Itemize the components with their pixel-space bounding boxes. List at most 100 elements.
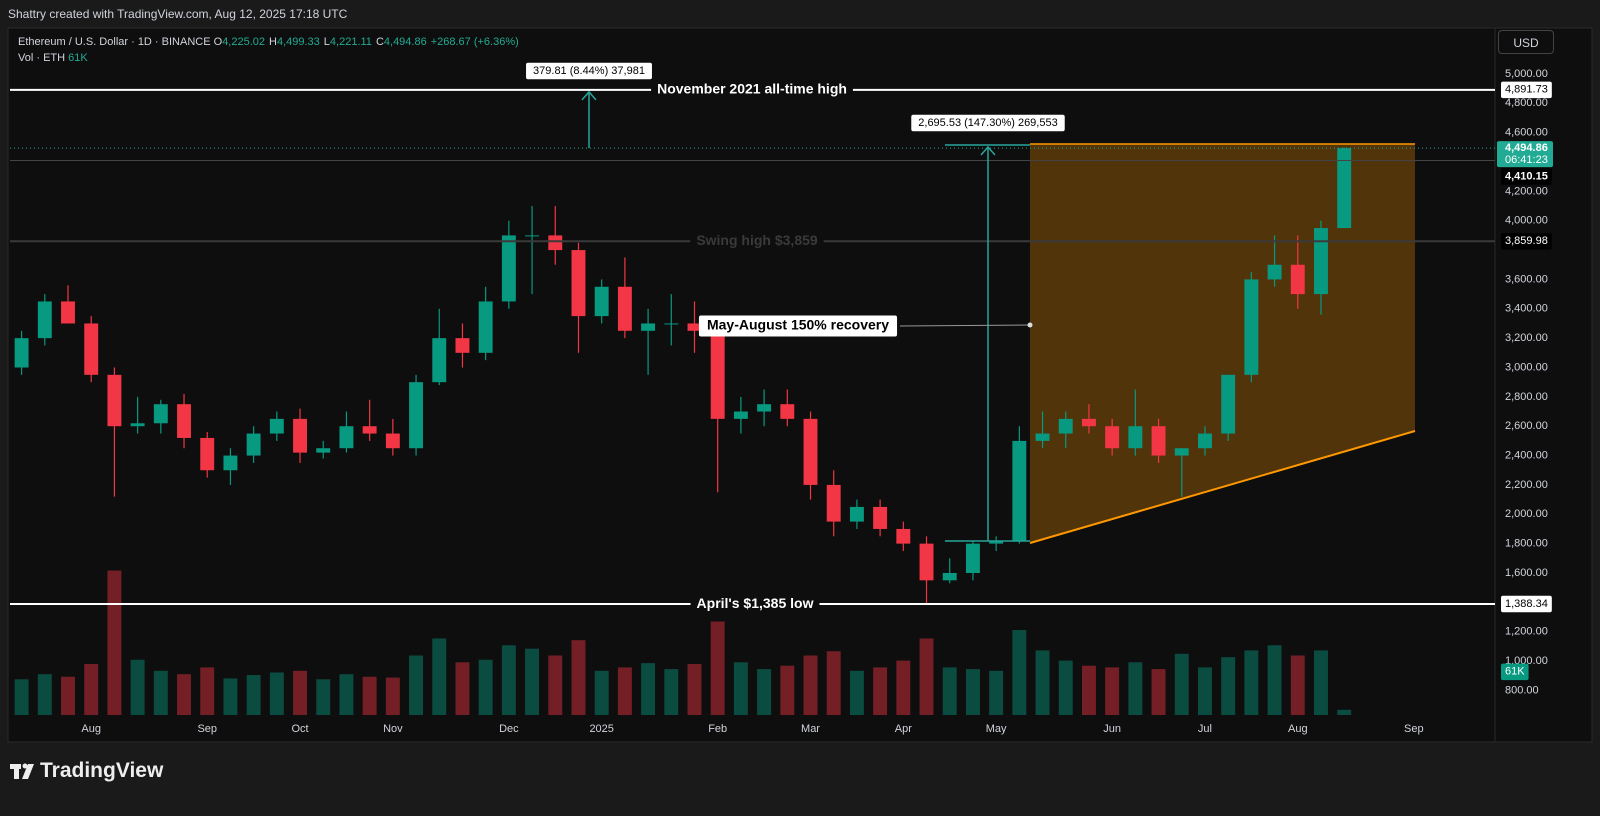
level-axis-label-bg xyxy=(1501,233,1552,250)
level-text: November 2021 all-time high xyxy=(657,81,847,97)
y-tick-label: 3,000.00 xyxy=(1505,361,1548,373)
candle-body xyxy=(1035,433,1050,441)
volume-line: Vol · ETH 61K xyxy=(18,50,523,66)
volume-axis-label: 61K xyxy=(1505,666,1525,678)
volume-bar xyxy=(1267,645,1282,715)
candle-body xyxy=(664,323,679,325)
ohlc-value: 4,221.11 xyxy=(329,36,372,48)
candle-body xyxy=(780,404,795,419)
level-axis-label-bg xyxy=(1501,81,1552,99)
candle-body xyxy=(1314,228,1328,295)
y-tick-label: 4,600.00 xyxy=(1505,127,1548,139)
y-tick-label: 2,600.00 xyxy=(1505,420,1548,432)
volume-bar xyxy=(710,621,725,715)
volume-bar xyxy=(942,667,957,715)
x-tick-label: Mar xyxy=(801,723,820,735)
currency-button[interactable]: USD xyxy=(1498,30,1554,54)
volume-bar xyxy=(896,660,911,715)
volume-bar xyxy=(316,679,331,715)
candle-body xyxy=(757,404,772,412)
candle-body xyxy=(1198,433,1212,449)
ohlc-key: O xyxy=(213,36,223,48)
ohlc-value: 4,499.33 xyxy=(276,36,320,48)
volume-bar xyxy=(1105,667,1120,715)
candle-body xyxy=(1244,279,1259,375)
x-tick-label: Aug xyxy=(1288,723,1308,735)
volume-bar xyxy=(269,672,284,715)
volume-bar xyxy=(965,669,980,715)
volume-bar xyxy=(1174,653,1189,715)
x-tick-label: 2025 xyxy=(589,723,613,735)
volume-bar xyxy=(61,676,75,715)
volume-bar xyxy=(1081,665,1096,715)
y-tick-label: 4,200.00 xyxy=(1505,185,1548,197)
candle-body xyxy=(153,404,168,424)
x-tick-label: Aug xyxy=(81,723,101,735)
candle-body xyxy=(339,426,354,449)
candle-body xyxy=(107,374,122,427)
candle-body xyxy=(14,338,29,368)
volume-bar xyxy=(1244,650,1259,715)
x-tick-label: May xyxy=(986,723,1007,735)
volume-bar xyxy=(757,669,772,715)
change: +268.67 (+6.36%) xyxy=(430,36,519,48)
candle-body xyxy=(501,235,516,302)
current-label-bg xyxy=(1497,141,1553,168)
candle-body xyxy=(1128,426,1143,449)
x-tick-label: Feb xyxy=(708,723,727,735)
candle-body xyxy=(37,301,52,339)
candle-body xyxy=(1174,448,1189,456)
measure-label-bg xyxy=(911,114,1065,132)
volume-bar xyxy=(826,651,841,715)
x-tick-label: Nov xyxy=(383,723,403,735)
candle-body xyxy=(733,411,748,419)
y-tick-label: 5,000.00 xyxy=(1505,68,1548,80)
candle-body xyxy=(896,528,911,544)
y-tick-label: 3,200.00 xyxy=(1505,332,1548,344)
volume-bar xyxy=(1128,662,1143,715)
volume-bar xyxy=(849,670,864,715)
measure-label: 379.81 (8.44%) 37,981 xyxy=(533,65,645,77)
ohlc-key: C xyxy=(375,36,384,48)
x-tick-label: Jul xyxy=(1198,723,1212,735)
brand-logo xyxy=(10,763,34,779)
candle-body xyxy=(873,506,888,529)
candle-body xyxy=(594,286,609,317)
volume-bar xyxy=(246,675,261,715)
candle-body xyxy=(455,338,470,353)
volume-bar xyxy=(455,662,470,715)
callout-bg xyxy=(698,315,898,337)
volume-bar xyxy=(1221,657,1236,715)
candle-body xyxy=(617,286,632,331)
candle-body xyxy=(641,323,656,331)
volume-axis-label-bg xyxy=(1501,663,1529,681)
volume-bar xyxy=(409,655,424,715)
candle-body xyxy=(687,323,702,331)
volume-bar xyxy=(1035,650,1050,715)
volume-bar xyxy=(571,640,586,715)
candle-body xyxy=(200,437,215,471)
candle-body xyxy=(409,382,424,449)
volume-bar xyxy=(548,655,563,715)
volume-bar xyxy=(339,674,354,715)
volume-bar xyxy=(130,659,145,715)
level-text: April's $1,385 low xyxy=(697,595,814,611)
volume-bar xyxy=(1151,669,1166,715)
candle-body xyxy=(826,484,841,522)
y-tick-label: 1,800.00 xyxy=(1505,538,1548,550)
x-tick-label: Apr xyxy=(895,723,912,735)
volume-bar xyxy=(432,638,447,715)
candle-body xyxy=(1337,148,1352,229)
candle-body xyxy=(478,301,493,353)
candle-body xyxy=(1105,426,1120,449)
candle-body xyxy=(1151,426,1166,456)
ohlc-value: 4,494.86 xyxy=(383,36,427,48)
current-label: 4,494.86 xyxy=(1505,142,1548,154)
candle-body xyxy=(849,506,864,522)
volume-bar xyxy=(1058,660,1073,715)
previous-label: 4,410.15 xyxy=(1505,170,1548,182)
volume-bar xyxy=(873,667,888,715)
volume-bar xyxy=(293,670,307,715)
